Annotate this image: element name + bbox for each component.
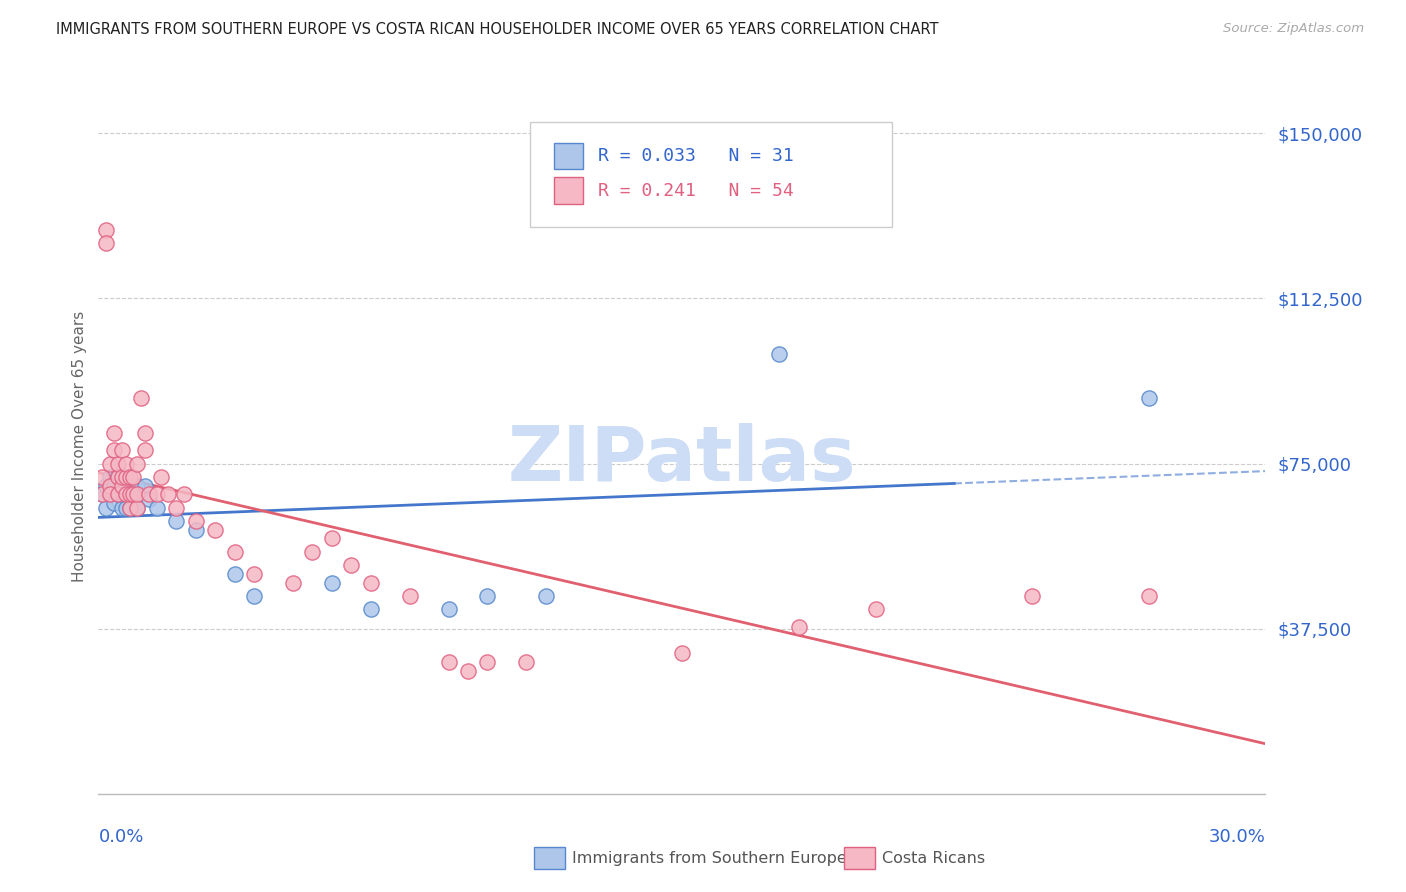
Point [173, 487, 195, 501]
Y-axis label: Householder Income Over 65 years: Householder Income Over 65 years [72, 310, 87, 582]
Point [129, 391, 152, 405]
Point [165, 514, 187, 528]
Point [515, 655, 537, 669]
Point [360, 602, 382, 616]
Point [107, 470, 129, 484]
Point [165, 500, 187, 515]
Point [118, 487, 141, 501]
Point [118, 500, 141, 515]
Point [1021, 589, 1043, 603]
Point [114, 478, 136, 492]
Point [96, 236, 118, 251]
Point [107, 457, 129, 471]
Point [91, 470, 114, 484]
Point [224, 544, 246, 558]
Point [91, 487, 114, 501]
Point [477, 589, 499, 603]
Point [149, 470, 172, 484]
Point [111, 478, 134, 492]
Point [138, 491, 160, 506]
Point [134, 443, 156, 458]
Point [398, 589, 420, 603]
Point [184, 523, 207, 537]
Point [114, 457, 136, 471]
Point [107, 487, 129, 501]
Point [107, 487, 129, 501]
Point [111, 470, 134, 484]
Point [184, 514, 207, 528]
Point [103, 496, 125, 510]
Point [127, 478, 149, 492]
Point [118, 470, 141, 484]
Point [111, 500, 134, 515]
Point [127, 457, 149, 471]
Text: Costa Ricans: Costa Ricans [882, 851, 984, 865]
Point [1137, 589, 1160, 603]
Text: IMMIGRANTS FROM SOUTHERN EUROPE VS COSTA RICAN HOUSEHOLDER INCOME OVER 65 YEARS : IMMIGRANTS FROM SOUTHERN EUROPE VS COSTA… [56, 22, 939, 37]
Point [98, 478, 121, 492]
Text: ZIPatlas: ZIPatlas [508, 423, 856, 497]
Point [1137, 391, 1160, 405]
Point [114, 500, 136, 515]
Point [477, 655, 499, 669]
Point [134, 478, 156, 492]
Point [103, 425, 125, 440]
Point [91, 487, 114, 501]
FancyBboxPatch shape [530, 122, 891, 227]
Point [96, 500, 118, 515]
Point [437, 602, 460, 616]
Point [243, 589, 266, 603]
Point [114, 470, 136, 484]
Point [243, 566, 266, 581]
Point [157, 487, 180, 501]
Point [114, 487, 136, 501]
Point [111, 443, 134, 458]
Point [107, 470, 129, 484]
Point [103, 478, 125, 492]
Text: Immigrants from Southern Europe: Immigrants from Southern Europe [572, 851, 846, 865]
Point [224, 566, 246, 581]
Point [321, 532, 343, 546]
Point [111, 487, 134, 501]
Text: 0.0%: 0.0% [98, 828, 143, 846]
Point [96, 478, 118, 492]
Point [534, 589, 557, 603]
Point [671, 646, 693, 660]
Point [127, 500, 149, 515]
Point [865, 602, 887, 616]
Point [127, 500, 149, 515]
Point [146, 500, 169, 515]
Point [360, 575, 382, 590]
Point [98, 487, 121, 501]
Point [321, 575, 343, 590]
Text: R = 0.241   N = 54: R = 0.241 N = 54 [598, 182, 793, 200]
Point [146, 487, 169, 501]
Point [122, 470, 145, 484]
Point [122, 487, 145, 501]
Point [127, 487, 149, 501]
Text: Source: ZipAtlas.com: Source: ZipAtlas.com [1223, 22, 1364, 36]
Point [118, 487, 141, 501]
Point [96, 223, 118, 237]
Point [787, 619, 810, 633]
Text: 30.0%: 30.0% [1209, 828, 1265, 846]
Point [138, 487, 160, 501]
Point [134, 425, 156, 440]
Point [437, 655, 460, 669]
Point [457, 664, 479, 678]
Point [768, 346, 790, 360]
Point [204, 523, 226, 537]
Point [98, 487, 121, 501]
Point [98, 470, 121, 484]
Point [281, 575, 304, 590]
Bar [554, 178, 582, 204]
Point [103, 443, 125, 458]
Point [340, 558, 363, 572]
Point [118, 500, 141, 515]
Point [301, 544, 323, 558]
Text: R = 0.033   N = 31: R = 0.033 N = 31 [598, 147, 793, 165]
Bar [554, 143, 582, 169]
Point [98, 457, 121, 471]
